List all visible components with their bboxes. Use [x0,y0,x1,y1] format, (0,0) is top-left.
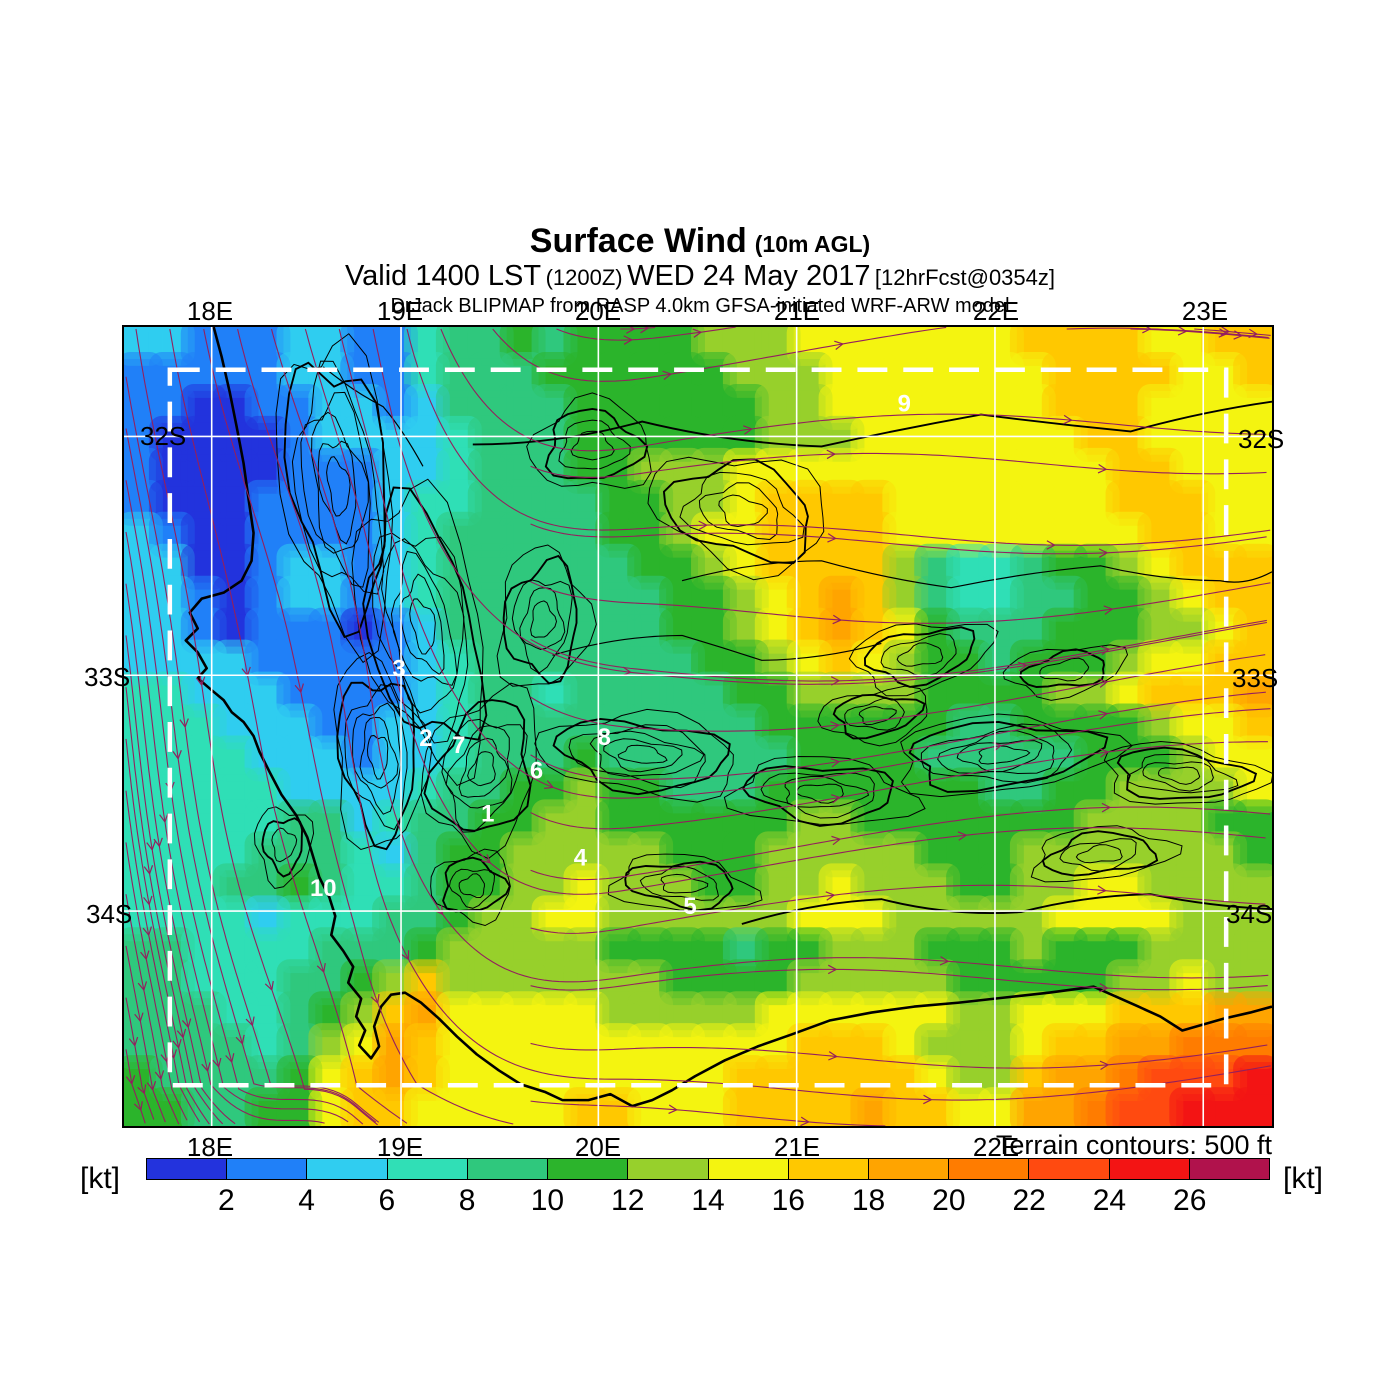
colorbar-tick-16: 16 [771,1184,805,1217]
lon-label-top-18E: 18E [186,296,234,326]
lon-label-top-22E: 22E [972,296,1020,326]
site-label-7: 7 [452,732,465,759]
lat-label-left-33S: 33S [84,662,131,692]
colorbar-tick-4: 4 [298,1184,315,1217]
valid-date: WED 24 May 2017 [627,260,871,293]
colorbar-segment-8 [788,1158,869,1180]
lon-label-bottom-21E: 21E [773,1132,821,1162]
legend-unit-left: [kt] [80,1162,121,1195]
colorbar-tick-20: 20 [932,1184,966,1217]
site-label-4: 4 [574,844,588,871]
colorbar-segment-7 [708,1158,789,1180]
colorbar-tick-14: 14 [691,1184,725,1217]
model-credit: DrJack BLIPMAP from RASP 4.0km GFSA-init… [390,294,1010,317]
lon-label-top-23E: 23E [1181,296,1229,326]
site-label-10: 10 [310,875,337,902]
colorbar-segment-0 [146,1158,228,1180]
colorbar-segment-6 [628,1158,709,1180]
colorbar-segment-10 [949,1158,1030,1180]
site-label-8: 8 [598,724,611,751]
colorbar-tick-26: 26 [1173,1184,1207,1217]
lon-label-bottom-19E: 19E [376,1132,424,1162]
page-title: Surface Wind [529,222,747,260]
colorbar-segment-5 [548,1158,629,1180]
colorbar-segment-9 [868,1158,950,1180]
title-line-2: Valid 1400 LST (1200Z) WED 24 May 2017 [… [0,260,1400,292]
wind-map-canvas: 1 2 3 4 5 6 7 8 9 10 [124,327,1272,1126]
forecast-tag: [12hrFcst@0354z] [874,265,1056,291]
colorbar-tick-2: 2 [217,1184,235,1217]
site-label-3: 3 [392,655,405,682]
valid-time: Valid 1400 LST [344,260,542,293]
colorbar-tick-22: 22 [1012,1184,1046,1217]
site-label-6: 6 [530,758,543,785]
colorbar-segment-2 [307,1158,388,1180]
lon-label-top-21E: 21E [773,296,821,326]
colorbar-segment-3 [387,1158,468,1180]
site-label-1: 1 [481,801,494,828]
colorbar-segment-4 [467,1158,549,1180]
colorbar-segment-12 [1109,1158,1190,1180]
title-suffix: (10m AGL) [754,231,871,257]
site-label-5: 5 [683,893,696,920]
colorbar-tick-6: 6 [378,1184,396,1217]
lat-label-left-32S: 32S [140,421,187,451]
lat-label-right-33S: 33S [1232,663,1279,693]
lat-label-left-34S: 34S [86,899,133,929]
wind-speed-colorbar [146,1158,1271,1180]
colorbar-tick-8: 8 [458,1184,476,1217]
colorbar-tick-10: 10 [530,1184,565,1217]
lon-label-top-19E: 19E [376,296,424,326]
lon-label-bottom-22E: 22E [972,1132,1020,1162]
terrain-contour-note: Terrain contours: 500 ft [995,1130,1272,1160]
title-block: Surface Wind (10m AGL) Valid 1400 LST (12… [0,222,1400,317]
lat-label-right-32S: 32S [1238,424,1285,454]
lon-label-top-20E: 20E [574,296,622,326]
site-label-2: 2 [419,725,432,752]
legend-unit-right: [kt] [1283,1162,1324,1195]
lat-label-right-34S: 34S [1226,899,1273,929]
colorbar-tick-18: 18 [851,1184,886,1217]
colorbar-segment-13 [1189,1158,1271,1180]
lon-label-bottom-20E: 20E [574,1132,622,1162]
lon-label-bottom-18E: 18E [186,1132,234,1162]
colorbar-segment-11 [1029,1158,1110,1180]
colorbar-tick-12: 12 [611,1184,645,1217]
site-label-9: 9 [898,391,911,418]
colorbar-segment-1 [227,1158,308,1180]
title-line-1: Surface Wind (10m AGL) [0,222,1400,260]
colorbar-tick-24: 24 [1092,1184,1127,1217]
wind-map: 1 2 3 4 5 6 7 8 9 10 [122,325,1274,1128]
valid-zulu: (1200Z) [545,265,623,291]
